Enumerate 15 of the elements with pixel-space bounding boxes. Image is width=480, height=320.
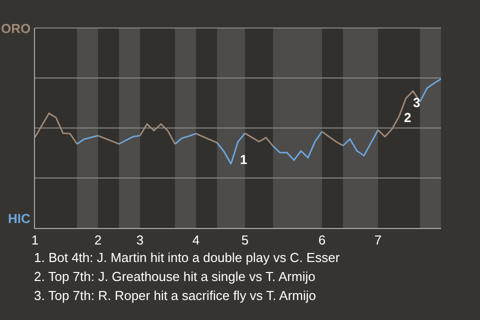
x-tick-label: 1 (31, 232, 39, 248)
text: 2. Top 7th: J. Greathouse hit a single vs T. Armijo (34, 269, 316, 284)
annotation: 2 (404, 110, 412, 125)
text: ORO (1, 21, 31, 36)
text: 1. Bot 4th: J. Martin hit into a double play vs C. Esser (34, 250, 340, 265)
x-tick-label: 5 (241, 232, 249, 248)
x-tick-label: 6 (318, 232, 326, 248)
x-tick-label: 4 (192, 232, 200, 248)
x-tick-label: 2 (94, 232, 102, 248)
x-tick-label: 7 (374, 232, 382, 248)
annotation: 1 (240, 152, 248, 167)
text: HIC (8, 211, 31, 226)
x-tick-label: 3 (136, 232, 144, 248)
annotation: 3 (413, 95, 420, 110)
text: 3. Top 7th: R. Roper hit a sacrifice fly vs T. Armijo (34, 288, 316, 303)
